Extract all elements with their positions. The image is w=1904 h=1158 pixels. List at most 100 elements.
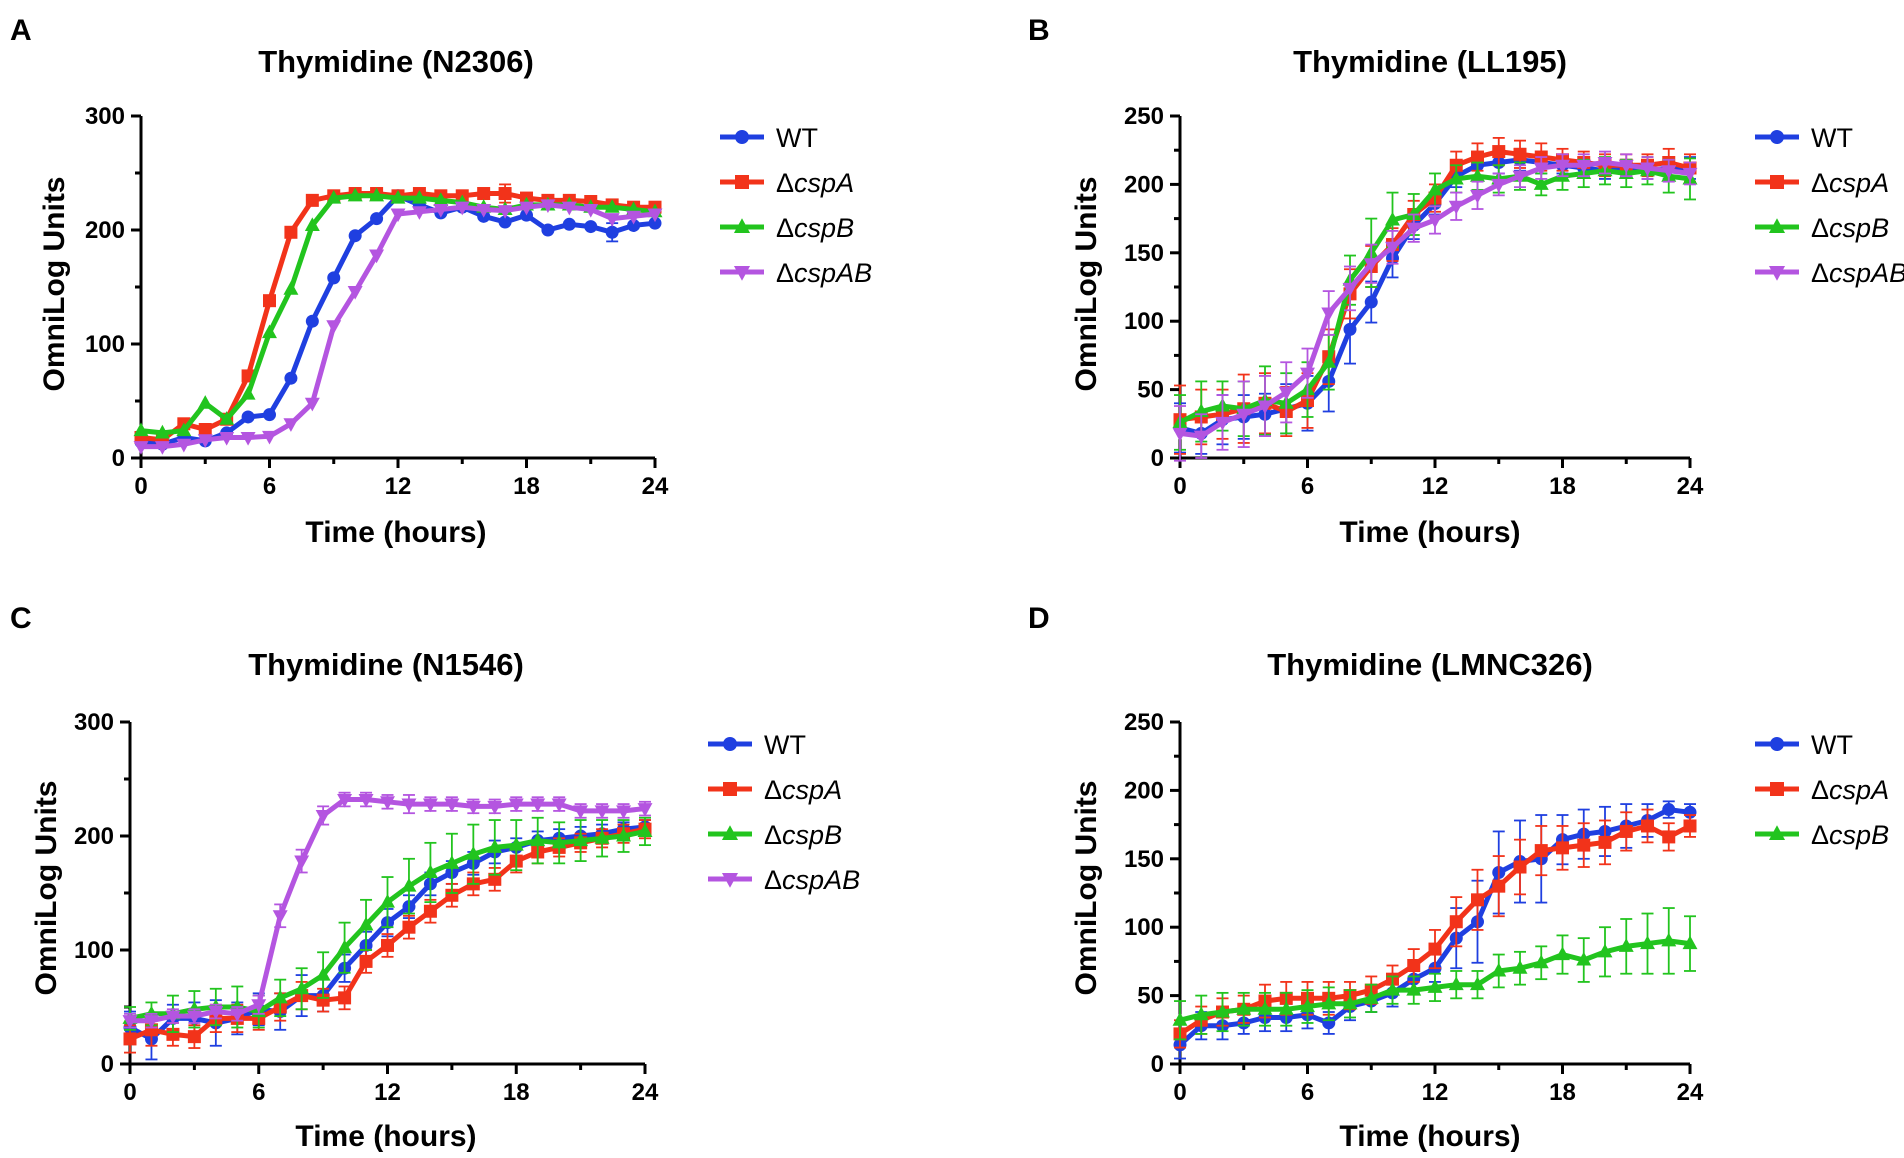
data-point bbox=[272, 910, 288, 924]
data-point bbox=[402, 920, 416, 934]
y-tick-label: 300 bbox=[85, 103, 125, 130]
data-point bbox=[411, 189, 427, 204]
data-point bbox=[1385, 241, 1400, 256]
data-point bbox=[380, 796, 395, 810]
data-point bbox=[637, 803, 653, 817]
data-point bbox=[1533, 162, 1549, 177]
data-point bbox=[1471, 893, 1484, 907]
legend-item: ΔcspB bbox=[1755, 820, 1889, 850]
data-point bbox=[381, 938, 394, 952]
data-point bbox=[1491, 962, 1507, 977]
data-point bbox=[1406, 982, 1422, 996]
x-tick-label: 0 bbox=[123, 1079, 136, 1106]
x-tick-label: 6 bbox=[1301, 473, 1314, 500]
legend-item: ΔcspAB bbox=[720, 258, 872, 288]
data-point bbox=[508, 836, 524, 851]
data-point bbox=[1257, 1001, 1273, 1015]
data-point bbox=[1513, 860, 1527, 874]
data-point bbox=[369, 249, 385, 264]
x-axis-label: Time (hours) bbox=[1339, 1120, 1520, 1153]
data-point bbox=[187, 1030, 201, 1044]
data-point bbox=[315, 809, 331, 824]
y-tick-label: 0 bbox=[1151, 445, 1164, 472]
data-point bbox=[1300, 998, 1315, 1013]
legend-marker bbox=[735, 130, 749, 144]
data-point bbox=[1448, 170, 1464, 185]
x-tick-label: 12 bbox=[1422, 473, 1449, 500]
x-tick-label: 24 bbox=[1677, 1079, 1704, 1106]
data-point bbox=[488, 872, 502, 886]
data-point bbox=[1172, 1012, 1188, 1026]
data-point bbox=[497, 205, 513, 219]
data-point bbox=[219, 411, 235, 425]
data-point bbox=[240, 431, 256, 446]
legend-item: ΔcspB bbox=[1755, 213, 1889, 243]
data-point bbox=[294, 855, 310, 870]
series-line bbox=[140, 193, 656, 436]
data-point bbox=[1278, 1001, 1294, 1015]
data-point bbox=[647, 208, 663, 223]
data-point bbox=[604, 199, 620, 213]
data-point bbox=[326, 320, 342, 334]
data-point bbox=[1406, 222, 1422, 237]
data-point bbox=[1342, 995, 1358, 1010]
data-point bbox=[530, 798, 546, 813]
legend: WT ΔcspA ΔcspB ΔcspAB bbox=[1755, 123, 1904, 288]
chart-title: Thymidine (N1546) bbox=[248, 647, 524, 682]
data-point bbox=[1363, 258, 1379, 272]
legend-item: WT bbox=[1755, 123, 1853, 153]
data-point bbox=[1257, 400, 1273, 415]
data-point bbox=[272, 989, 288, 1004]
data-point bbox=[143, 1015, 159, 1029]
data-point bbox=[123, 1032, 137, 1046]
legend-marker bbox=[723, 782, 737, 796]
data-point bbox=[1215, 416, 1230, 431]
chart-title: Thymidine (LMNC326) bbox=[1267, 647, 1593, 682]
panel-a: A Thymidine (N2306) 0 6 12 18 24 0 100 200 300 T… bbox=[10, 14, 872, 549]
data-point bbox=[1533, 176, 1549, 190]
series-cspa bbox=[1173, 808, 1697, 1049]
y-tick-label: 200 bbox=[1124, 777, 1164, 804]
series-cspb bbox=[122, 816, 653, 1033]
data-point bbox=[305, 314, 319, 328]
legend-label: ΔcspB bbox=[776, 213, 854, 243]
data-point bbox=[1385, 211, 1400, 226]
data-point bbox=[1556, 841, 1569, 855]
data-point bbox=[1193, 1006, 1209, 1021]
y-tick-label: 300 bbox=[74, 709, 114, 736]
data-point bbox=[229, 1008, 245, 1022]
data-point bbox=[445, 888, 459, 902]
x-tick-label: 12 bbox=[374, 1079, 401, 1106]
series-cspb bbox=[1172, 156, 1698, 451]
y-tick-label: 150 bbox=[1124, 240, 1164, 267]
data-point bbox=[144, 1023, 158, 1037]
data-point bbox=[1618, 938, 1634, 952]
legend-item: ΔcspB bbox=[720, 213, 854, 243]
data-point bbox=[1427, 979, 1443, 993]
y-tick-label: 150 bbox=[1124, 846, 1164, 873]
legend-marker bbox=[733, 266, 751, 281]
data-point bbox=[1492, 879, 1506, 893]
data-point bbox=[508, 798, 524, 813]
data-point bbox=[626, 210, 642, 225]
data-point bbox=[422, 798, 438, 813]
y-axis-label: OmniLog Units bbox=[1070, 781, 1103, 996]
data-point bbox=[154, 424, 170, 439]
data-point bbox=[1491, 178, 1507, 193]
legend-marker bbox=[1768, 218, 1786, 233]
legend-marker bbox=[721, 825, 739, 840]
data-point bbox=[401, 798, 417, 813]
legend-label: ΔcspA bbox=[1811, 775, 1889, 805]
data-point bbox=[165, 1010, 181, 1025]
data-point bbox=[208, 1006, 224, 1020]
legend: WT ΔcspA ΔcspB ΔcspAB bbox=[720, 123, 872, 288]
data-point bbox=[616, 805, 632, 820]
legend-marker bbox=[1770, 782, 1784, 796]
y-tick-label: 100 bbox=[1124, 308, 1164, 335]
data-point bbox=[1321, 354, 1337, 368]
legend-label: ΔcspAB bbox=[776, 258, 872, 288]
x-tick-label: 18 bbox=[513, 473, 540, 500]
legend-marker bbox=[1770, 130, 1784, 144]
data-point bbox=[219, 431, 235, 446]
data-point bbox=[1618, 159, 1634, 174]
